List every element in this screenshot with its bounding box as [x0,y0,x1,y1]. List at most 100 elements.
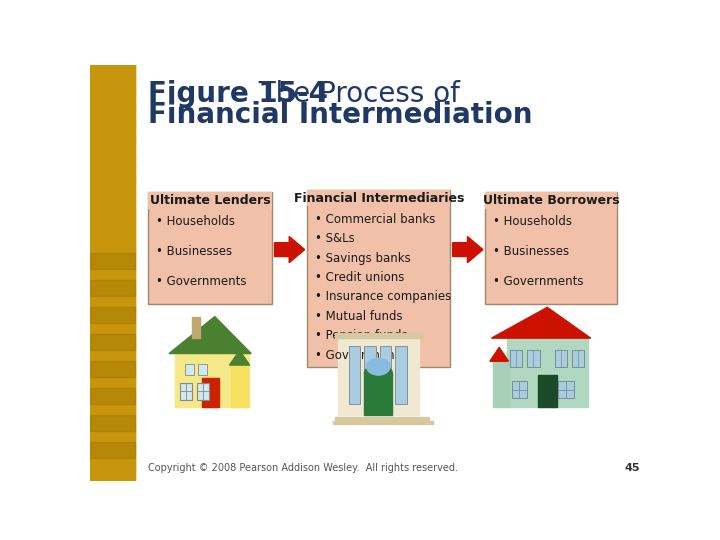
Text: • Pension funds: • Pension funds [315,329,408,342]
Polygon shape [492,307,590,338]
Bar [90,158,135,167]
Bar [90,107,135,117]
Text: Financial Intermediation: Financial Intermediation [148,101,533,129]
Bar [90,429,135,438]
Bar [395,346,407,403]
FancyBboxPatch shape [148,192,272,303]
FancyBboxPatch shape [485,192,617,303]
Bar [90,345,135,354]
Bar [90,166,135,176]
Bar [175,354,249,408]
Bar [90,65,135,74]
Bar [90,242,135,252]
Polygon shape [169,316,251,354]
Bar [349,346,361,403]
Bar [90,336,135,345]
Bar [90,99,135,108]
Bar [90,150,135,159]
Bar [90,294,135,303]
Bar [90,387,135,396]
Bar [202,378,220,408]
Bar [90,65,135,481]
Bar [555,350,567,367]
Bar [338,338,419,415]
Bar [90,310,135,320]
Text: Ultimate Borrowers: Ultimate Borrowers [483,194,619,207]
Text: • Mutual funds: • Mutual funds [315,310,402,323]
Bar [90,124,135,133]
Bar [90,90,135,99]
Bar [335,333,423,338]
Bar [90,192,135,201]
FancyBboxPatch shape [307,190,451,206]
Bar [90,327,135,336]
Text: Copyright © 2008 Pearson Addison Wesley.  All rights reserved.: Copyright © 2008 Pearson Addison Wesley.… [148,463,458,473]
Bar [231,365,248,408]
Text: • Commercial banks: • Commercial banks [315,213,435,226]
Bar [527,350,539,367]
Bar [90,276,135,286]
Bar [90,353,135,362]
Text: • Governments: • Governments [315,349,405,362]
Text: • Households: • Households [156,215,235,228]
Bar [335,417,428,421]
Bar [538,375,557,408]
Ellipse shape [366,358,390,375]
Bar [90,285,135,294]
Bar [192,316,200,338]
Bar [90,73,135,83]
Bar [90,446,135,455]
Bar [90,319,135,328]
Bar [90,253,135,269]
Bar [90,334,135,350]
Bar [90,421,135,430]
Bar [558,381,574,398]
Bar [90,361,135,377]
Bar [90,268,135,278]
Text: 45: 45 [625,463,640,473]
FancyBboxPatch shape [148,192,272,209]
Ellipse shape [364,365,392,381]
Text: • Credit unions: • Credit unions [315,271,404,284]
Bar [572,350,585,367]
Bar [180,383,192,400]
Bar [90,226,135,235]
Bar [90,463,135,472]
Bar [364,373,392,415]
Text: • Businesses: • Businesses [493,245,569,258]
FancyArrow shape [274,237,305,262]
Text: • Governments: • Governments [156,275,246,288]
Text: • Savings banks: • Savings banks [315,252,410,265]
FancyArrow shape [453,237,483,262]
Bar [90,234,135,244]
Bar [90,260,135,269]
Text: • Insurance companies: • Insurance companies [315,291,451,303]
Text: The Process of: The Process of [241,80,460,108]
Bar [90,280,135,296]
FancyBboxPatch shape [307,190,451,367]
Bar [90,184,135,193]
Bar [380,346,392,403]
Bar [90,116,135,125]
Bar [512,381,527,398]
Text: Ultimate Lenders: Ultimate Lenders [150,194,271,207]
Bar [90,442,135,457]
Bar [90,415,135,430]
Bar [197,383,210,400]
Bar [507,338,588,408]
Bar [90,378,135,387]
Text: • Businesses: • Businesses [156,245,232,258]
Bar [90,302,135,311]
Text: Financial Intermediaries: Financial Intermediaries [294,192,464,205]
Bar [90,200,135,210]
Bar [364,346,376,403]
Bar [493,361,508,408]
Bar [90,251,135,260]
Bar [90,395,135,404]
Bar [90,370,135,379]
Bar [184,364,194,375]
Text: • S&Ls: • S&Ls [315,232,354,245]
Bar [90,209,135,218]
Bar [90,141,135,150]
Text: • Households: • Households [493,215,572,228]
